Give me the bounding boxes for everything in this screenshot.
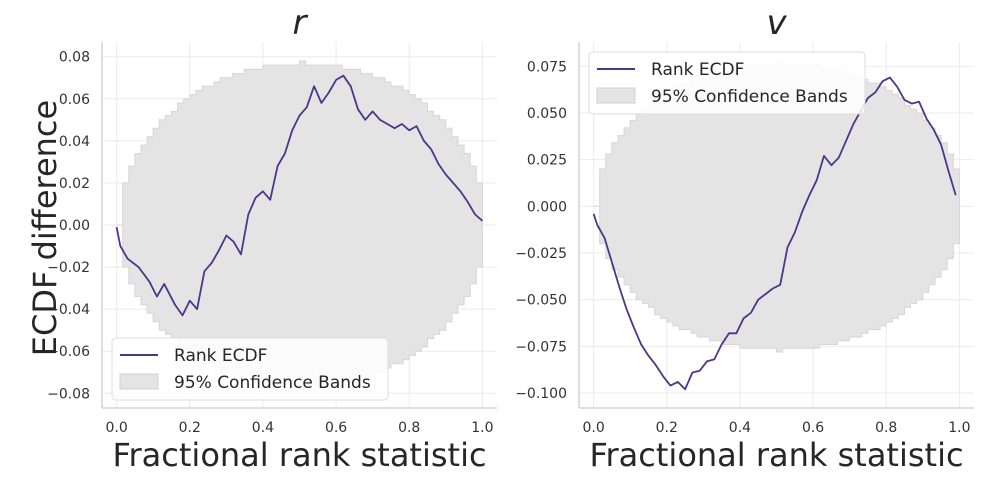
legend-label-rank-ecdf: Rank ECDF [651, 60, 744, 80]
x-tick-label: 1.0 [471, 420, 493, 436]
legend-box [588, 51, 866, 115]
y-tick-label: −0.100 [515, 386, 567, 402]
y-tick-label: −0.02 [47, 260, 90, 276]
x-tick-label: 0.0 [582, 420, 604, 436]
x-tick-label: 0.4 [252, 420, 274, 436]
x-axis-label: Fractional rank statistic [589, 436, 963, 474]
legend-label-confidence-bands: 95% Confidence Bands [651, 87, 848, 107]
x-tick-label: 0.8 [398, 420, 420, 436]
legend: Rank ECDF 95% Confidence Bands [111, 337, 389, 401]
legend-band-swatch [596, 87, 636, 104]
x-tick-label: 0.2 [656, 420, 678, 436]
x-tick-label: 0.0 [105, 420, 127, 436]
y-tick-label: 0.06 [59, 92, 90, 108]
y-tick-label: −0.075 [515, 339, 567, 355]
y-tick-label: 0.04 [59, 134, 90, 150]
x-tick-label: 0.6 [325, 420, 347, 436]
y-tick-label: 0.075 [527, 59, 567, 75]
rank-ecdf-line [115, 74, 483, 317]
legend-label-rank-ecdf: Rank ECDF [174, 346, 267, 366]
y-tick-label: 0.050 [527, 106, 567, 122]
y-tick-label: 0.08 [59, 50, 90, 66]
y-tick-label: −0.050 [515, 293, 567, 309]
legend: Rank ECDF 95% Confidence Bands [588, 51, 866, 115]
rank-ecdf-line [592, 76, 957, 391]
y-tick-label: 0.02 [59, 176, 90, 192]
panel-r: 0.0 0.2 0.4 0.6 0.8 1.0 0.08 0.06 0.04 0.02 0.00 −0… [47, 3, 497, 474]
legend-label-confidence-bands: 95% Confidence Bands [174, 373, 371, 393]
y-axis-label: ECDF difference [26, 100, 64, 356]
y-tick-label: −0.06 [47, 344, 90, 360]
y-tick-label: 0.025 [527, 153, 567, 169]
x-tick-label: 0.2 [179, 420, 201, 436]
y-tick-label: 0.000 [527, 199, 567, 215]
chart-title: r [293, 3, 309, 43]
y-tick-label: −0.04 [47, 302, 90, 318]
legend-band-swatch [119, 373, 159, 390]
x-tick-label: 1.0 [948, 420, 970, 436]
panel-v: 0.0 0.2 0.4 0.6 0.8 1.0 0.075 0.050 0.025 0.000 −0… [515, 3, 974, 474]
y-tick-label: 0.00 [59, 218, 90, 234]
x-tick-label: 0.8 [875, 420, 897, 436]
x-axis-label: Fractional rank statistic [112, 436, 486, 474]
x-tick-label: 0.4 [729, 420, 751, 436]
y-tick-label: −0.025 [515, 246, 567, 262]
x-tick-label: 0.6 [802, 420, 824, 436]
chart-title: v [766, 3, 787, 43]
y-tick-label: −0.08 [47, 386, 90, 402]
legend-box [111, 337, 389, 401]
